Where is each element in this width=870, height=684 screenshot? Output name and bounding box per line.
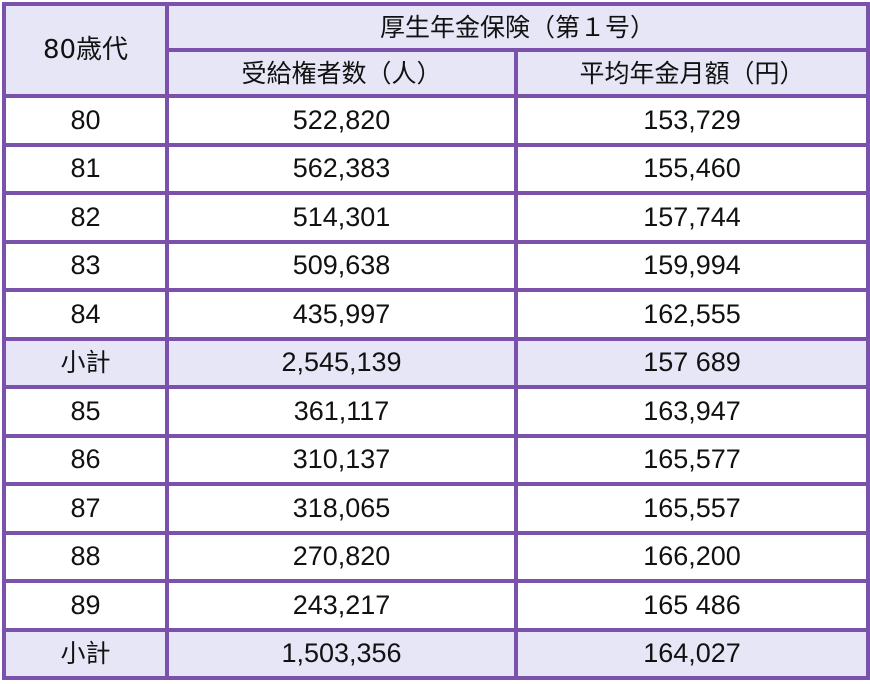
age-cell: 82 [2,191,169,244]
recipients-subtotal-cell: 2,545,139 [165,336,518,389]
table-row: 85 361,117 163,947 [2,385,870,438]
age-cell: 80 [2,94,169,147]
age-cell: 83 [2,239,169,292]
avg-monthly-cell: 165 486 [513,579,870,632]
recipients-cell: 514,301 [165,191,518,244]
table-row: 82 514,301 157,744 [2,191,870,244]
table-row: 83 509,638 159,994 [2,239,870,292]
recipients-column-header: 受給権者数（人） [165,48,518,98]
recipients-cell: 361,117 [165,385,518,438]
header-row-columns: 受給権者数（人） 平均年金月額（円） [4,48,870,98]
table-row: 87 318,065 165,557 [2,482,870,535]
recipients-cell: 435,997 [165,288,518,341]
avg-monthly-cell: 153,729 [513,94,870,147]
table-header: 80歳代 厚生年金保険（第１号） 受給権者数（人） 平均年金月額（円） [2,2,870,98]
avg-monthly-cell: 163,947 [513,385,870,438]
avg-monthly-subtotal-cell: 157 689 [513,336,870,389]
age-cell: 85 [2,385,169,438]
avg-monthly-subtotal-cell: 164,027 [513,627,870,680]
subtotal-row: 小計 2,545,139 157 689 [2,336,870,389]
age-cell: 89 [2,579,169,632]
age-group-header: 80歳代 [2,2,169,98]
table-row: 80 522,820 153,729 [2,94,870,147]
recipients-cell: 310,137 [165,433,518,486]
subtotal-label: 小計 [2,336,169,389]
subtotal-row: 小計 1,503,356 164,027 [2,627,870,680]
avg-monthly-cell: 165,577 [513,433,870,486]
avg-monthly-cell: 162,555 [513,288,870,341]
recipients-cell: 243,217 [165,579,518,632]
recipients-cell: 270,820 [165,530,518,583]
recipients-cell: 522,820 [165,94,518,147]
table-row: 84 435,997 162,555 [2,288,870,341]
insurance-group-header: 厚生年金保険（第１号） [164,2,870,52]
avg-monthly-cell: 155,460 [513,142,870,195]
recipients-cell: 562,383 [165,142,518,195]
recipients-cell: 318,065 [165,482,518,535]
table-row: 89 243,217 165 486 [2,579,870,632]
recipients-subtotal-cell: 1,503,356 [165,627,518,680]
avg-monthly-cell: 159,994 [513,239,870,292]
avg-monthly-column-header: 平均年金月額（円） [513,48,870,98]
table-row: 86 310,137 165,577 [2,433,870,486]
header-row-group: 80歳代 厚生年金保険（第１号） [2,2,870,98]
table-row: 88 270,820 166,200 [2,530,870,583]
age-cell: 81 [2,142,169,195]
age-cell: 88 [2,530,169,583]
age-cell: 87 [2,482,169,535]
age-cell: 84 [2,288,169,341]
avg-monthly-cell: 157,744 [513,191,870,244]
avg-monthly-cell: 166,200 [513,530,870,583]
table-body: 80 522,820 153,729 81 562,383 155,460 82… [2,94,870,680]
recipients-cell: 509,638 [165,239,518,292]
table-row: 81 562,383 155,460 [2,142,870,195]
subtotal-label: 小計 [2,627,169,680]
avg-monthly-cell: 165,557 [513,482,870,535]
age-cell: 86 [2,433,169,486]
